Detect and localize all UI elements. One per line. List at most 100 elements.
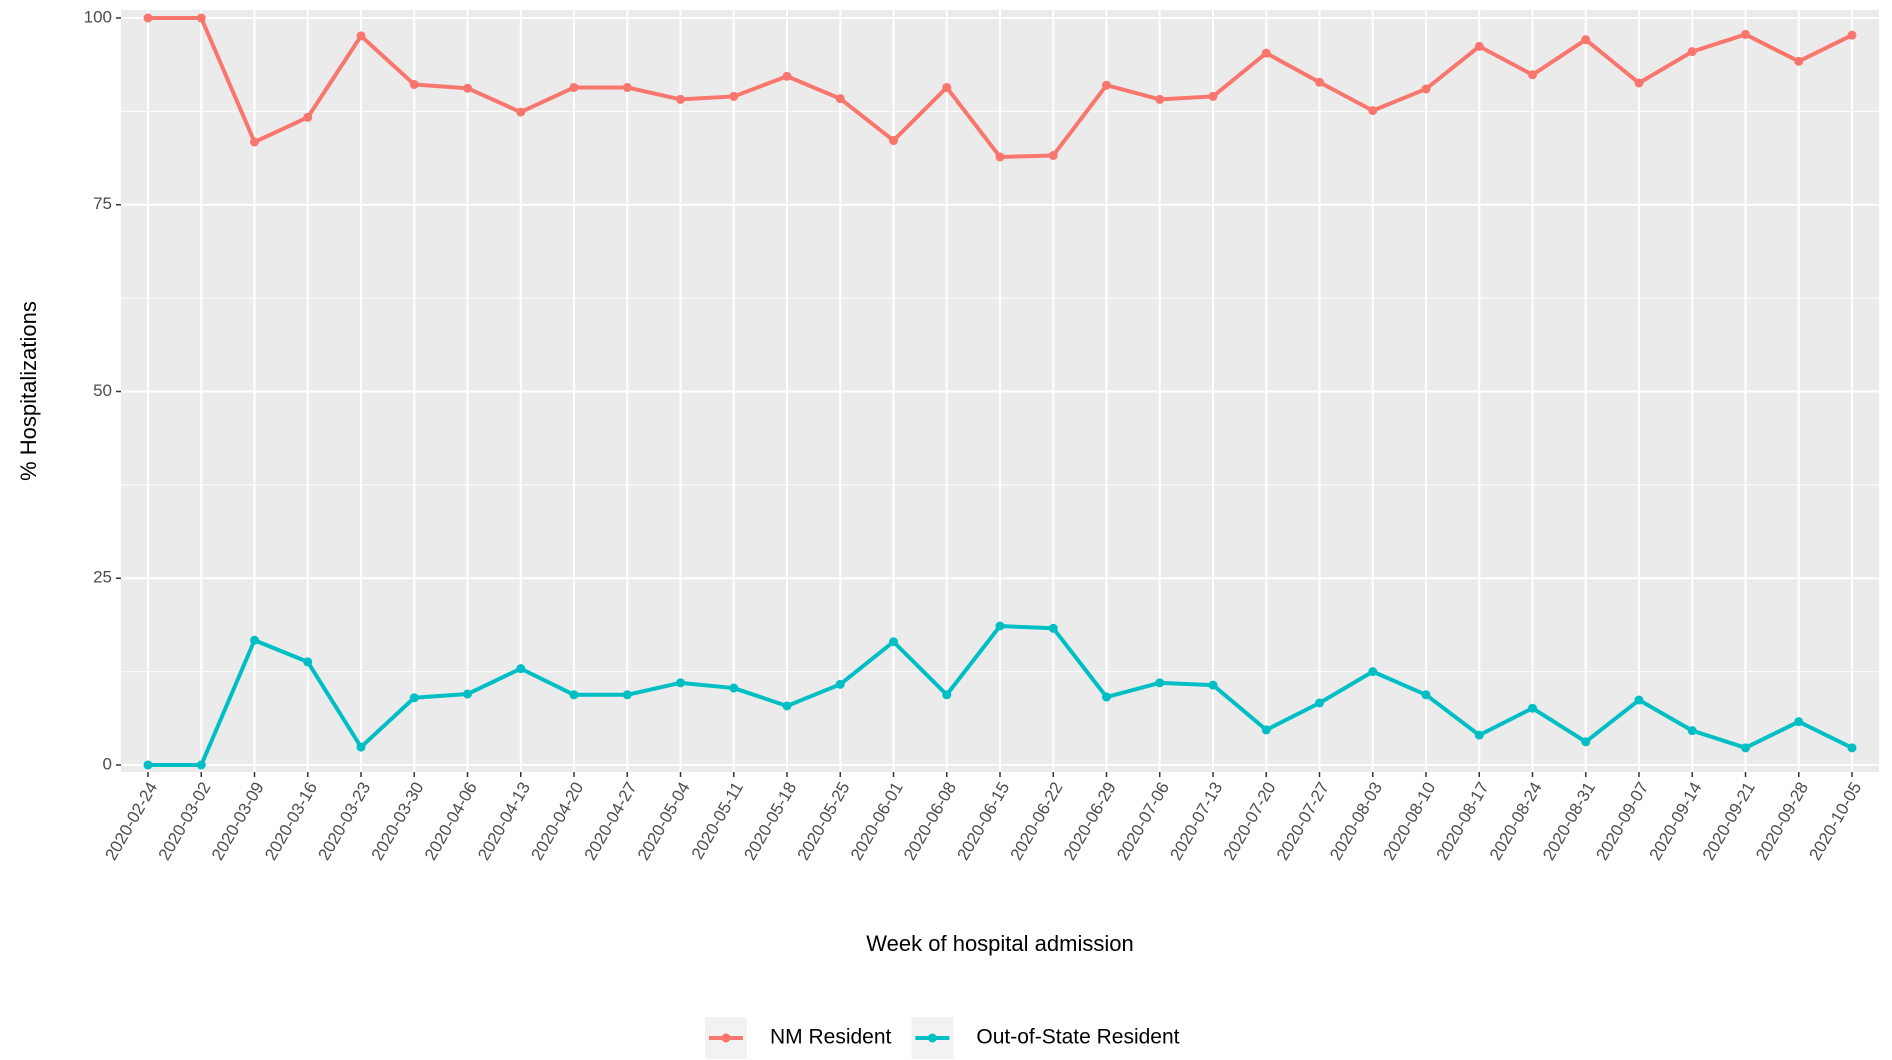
x-tick-label: 2020-08-17: [1433, 779, 1493, 864]
point: [143, 13, 153, 23]
legend: NM Resident Out-of-State Resident: [705, 1017, 1180, 1059]
x-tick-label: 2020-06-15: [953, 779, 1013, 864]
point: [356, 31, 366, 41]
x-tick-label: 2020-03-16: [261, 779, 321, 864]
point: [1421, 84, 1431, 94]
point: [196, 760, 206, 770]
point: [889, 136, 898, 146]
x-tick-label: 2020-05-04: [634, 779, 694, 864]
x-tick-label: 2020-07-20: [1220, 779, 1280, 864]
x-tick-label: 2020-04-27: [581, 779, 641, 864]
point: [782, 71, 792, 81]
point: [569, 690, 579, 700]
point: [1261, 48, 1271, 58]
point: [196, 13, 206, 23]
x-axis-title: Week of hospital admission: [866, 931, 1133, 956]
point: [995, 152, 1005, 162]
point: [1741, 29, 1750, 39]
point: [1261, 725, 1271, 735]
x-tick-label: 2020-08-03: [1326, 779, 1386, 864]
x-tick-label: 2020-09-14: [1646, 779, 1706, 864]
x-tick-label: 2020-08-10: [1379, 779, 1439, 864]
point: [1741, 743, 1750, 753]
point: [889, 637, 898, 647]
point: [1528, 703, 1537, 713]
point: [1102, 80, 1111, 90]
point: [1474, 730, 1484, 740]
point: [1155, 678, 1165, 688]
y-axis-title: % Hospitalizations: [16, 301, 41, 481]
point: [1208, 680, 1218, 690]
y-tick-label: 100: [84, 7, 112, 26]
point: [835, 679, 845, 689]
x-tick-label: 2020-03-23: [314, 779, 374, 864]
point: [1794, 717, 1804, 727]
point: [1102, 692, 1111, 702]
point: [250, 635, 259, 645]
y-tick-label: 0: [103, 754, 112, 773]
point: [1794, 56, 1804, 66]
x-tick-label: 2020-04-06: [421, 779, 481, 864]
point: [1048, 150, 1058, 160]
x-tick-label: 2020-03-09: [208, 779, 268, 864]
point: [729, 91, 739, 101]
point: [516, 107, 526, 117]
point: [622, 82, 632, 92]
point: [1581, 35, 1591, 45]
x-tick-label: 2020-06-08: [900, 779, 960, 864]
point: [942, 82, 952, 92]
point: [729, 683, 739, 693]
x-tick-label: 2020-08-24: [1486, 779, 1546, 864]
point: [1368, 106, 1378, 116]
x-tick-label: 2020-05-25: [794, 779, 854, 864]
x-tick-label: 2020-04-13: [474, 779, 534, 864]
point: [835, 94, 845, 104]
point: [676, 678, 685, 688]
x-tick-label: 2020-06-29: [1060, 779, 1120, 864]
point: [250, 137, 259, 147]
point: [1634, 695, 1644, 705]
point: [1315, 77, 1324, 87]
point: [1315, 698, 1324, 708]
point: [1634, 78, 1644, 88]
point: [516, 664, 526, 674]
x-tick-label: 2020-05-11: [688, 779, 747, 863]
point: [303, 112, 313, 122]
point: [303, 657, 313, 667]
point: [1847, 30, 1857, 40]
x-tick-label: 2020-06-01: [847, 779, 907, 864]
x-tick-label: 2020-09-28: [1752, 779, 1812, 864]
legend-point: [721, 1033, 731, 1043]
point: [995, 621, 1005, 631]
point: [1474, 41, 1484, 51]
point: [569, 82, 579, 92]
y-tick-label: 25: [93, 568, 112, 587]
point: [1581, 737, 1591, 747]
point: [1687, 47, 1697, 57]
point: [463, 689, 472, 699]
x-tick-label: 2020-10-05: [1805, 779, 1865, 864]
x-tick-label: 2020-07-27: [1273, 779, 1333, 864]
legend-point: [927, 1033, 937, 1043]
x-tick-label: 2020-03-30: [368, 779, 428, 864]
point: [782, 701, 792, 711]
point: [942, 690, 952, 700]
point: [356, 742, 366, 752]
point: [1368, 667, 1378, 677]
y-tick-label: 50: [93, 381, 112, 400]
legend-label: NM Resident: [770, 1026, 892, 1049]
x-tick-label: 2020-06-22: [1007, 779, 1067, 864]
x-tick-label: 2020-02-24: [101, 779, 161, 864]
x-tick-label: 2020-07-06: [1113, 779, 1173, 864]
point: [622, 690, 632, 700]
x-tick-label: 2020-04-20: [527, 779, 587, 864]
x-tick-label: 2020-07-13: [1166, 779, 1226, 864]
x-tick-label: 2020-09-21: [1699, 779, 1759, 864]
x-tick-label: 2020-08-31: [1539, 779, 1599, 864]
point: [1528, 70, 1537, 80]
point: [676, 94, 685, 104]
point: [1155, 94, 1165, 104]
point: [143, 760, 153, 770]
point: [409, 693, 419, 703]
